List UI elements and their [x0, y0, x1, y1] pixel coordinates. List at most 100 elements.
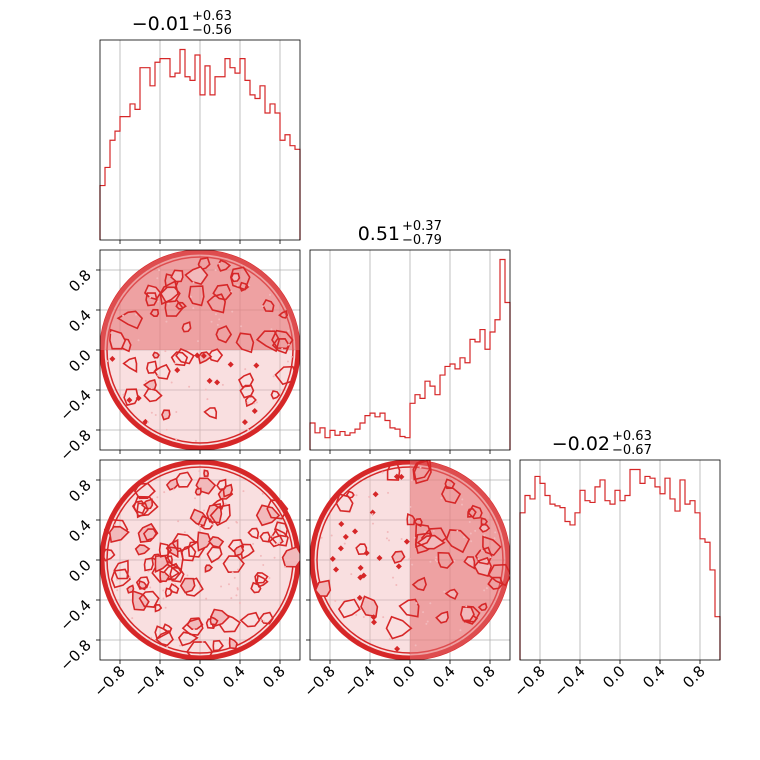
scatter-point — [263, 507, 266, 510]
scatter-point — [164, 350, 167, 353]
scatter-point — [281, 347, 284, 350]
scatter-point — [244, 368, 247, 371]
scatter-point — [400, 538, 403, 541]
contour-marker — [371, 619, 378, 626]
scatter-point — [231, 571, 234, 574]
contour-line — [254, 571, 269, 584]
contour-marker — [342, 533, 349, 540]
scatter-point — [410, 479, 413, 482]
scatter-point — [218, 318, 221, 321]
contour-line — [109, 328, 127, 350]
scatter-point — [290, 355, 293, 358]
scatter-point — [275, 543, 278, 546]
scatter-point — [175, 438, 178, 441]
x-tick-label: 0.8 — [469, 662, 499, 692]
contour-line — [441, 485, 462, 505]
x-tick-label: −0.4 — [550, 662, 588, 700]
scatter-point — [122, 393, 125, 396]
contour-marker — [376, 554, 383, 561]
contour-line — [134, 544, 151, 556]
scatter-point — [167, 302, 170, 305]
contour-line — [215, 325, 233, 344]
contour-line — [444, 478, 456, 490]
x-tick-label: −0.8 — [300, 662, 338, 700]
contour-line — [154, 603, 163, 613]
contour-line — [412, 460, 431, 481]
contour-line — [255, 504, 281, 527]
scatter-point — [362, 615, 365, 618]
scatter-point — [211, 523, 214, 526]
y-tick-label: 0.4 — [65, 516, 95, 546]
scatter-point — [167, 292, 170, 295]
scatter-point — [165, 428, 168, 431]
contour-line — [314, 579, 332, 598]
scatter-point — [163, 491, 166, 494]
scatter-point — [355, 494, 358, 497]
contour-line — [196, 531, 212, 552]
scatter-point — [461, 498, 464, 501]
contour-line — [235, 332, 255, 354]
scatter-point — [440, 496, 443, 499]
contour-marker — [372, 491, 379, 498]
scatter-point — [372, 522, 375, 525]
contour-line — [459, 606, 475, 622]
scatter-point — [183, 531, 186, 534]
scatter-point — [205, 479, 208, 482]
scatter-point — [194, 439, 197, 442]
scatter-point — [382, 616, 385, 619]
scatter-point — [429, 560, 432, 563]
scatter-point — [166, 646, 169, 649]
contour-marker — [135, 395, 142, 402]
scatter-point — [470, 540, 473, 543]
scatter-point — [190, 295, 193, 298]
scatter-point — [135, 313, 138, 316]
contour-marker — [174, 367, 181, 374]
contour-line — [271, 337, 290, 355]
scatter-point — [262, 620, 265, 623]
contour-line — [165, 477, 179, 491]
scatter-point — [259, 554, 262, 557]
contour-marker — [398, 473, 405, 480]
scatter-point — [425, 622, 428, 625]
contour-line — [161, 409, 171, 421]
panel-title: 0.51 +0.37−0.79 — [358, 219, 442, 248]
scatter-point — [227, 583, 230, 586]
scatter-point — [485, 587, 488, 590]
contour-marker — [329, 555, 336, 562]
scatter-point — [395, 583, 398, 586]
contour-line — [159, 570, 171, 583]
y-tick-label: −0.8 — [56, 426, 94, 464]
scatter-point — [286, 360, 289, 363]
scatter-point — [178, 644, 181, 647]
contour-line — [385, 615, 413, 640]
scatter-point — [463, 536, 466, 539]
contour-line — [398, 598, 420, 618]
contour-marker — [227, 361, 234, 368]
scatter-point — [474, 529, 477, 532]
x-tick-label: 0.0 — [179, 662, 209, 692]
scatter-point — [253, 402, 256, 405]
scatter-point — [164, 606, 167, 609]
contour-marker — [338, 521, 345, 528]
contour-line — [171, 533, 198, 553]
scatter-point — [128, 576, 131, 579]
scatter-point — [415, 602, 418, 605]
contour-line — [270, 528, 289, 547]
scatter-point — [238, 601, 241, 604]
contour-line — [406, 512, 416, 526]
scatter-point — [221, 383, 224, 386]
contour-marker — [251, 408, 258, 415]
contour-line — [208, 536, 225, 549]
contour-line — [197, 256, 211, 271]
contour-line — [233, 544, 245, 557]
contour-line — [238, 372, 254, 388]
scatter-point — [283, 565, 286, 568]
scatter-point — [287, 329, 290, 332]
histogram-step — [99, 48, 301, 240]
scatter-point — [242, 490, 245, 493]
y-tick-label: 0.0 — [65, 346, 95, 376]
scatter-point — [114, 524, 117, 527]
contour-marker — [337, 545, 344, 552]
histogram-step — [519, 468, 721, 660]
